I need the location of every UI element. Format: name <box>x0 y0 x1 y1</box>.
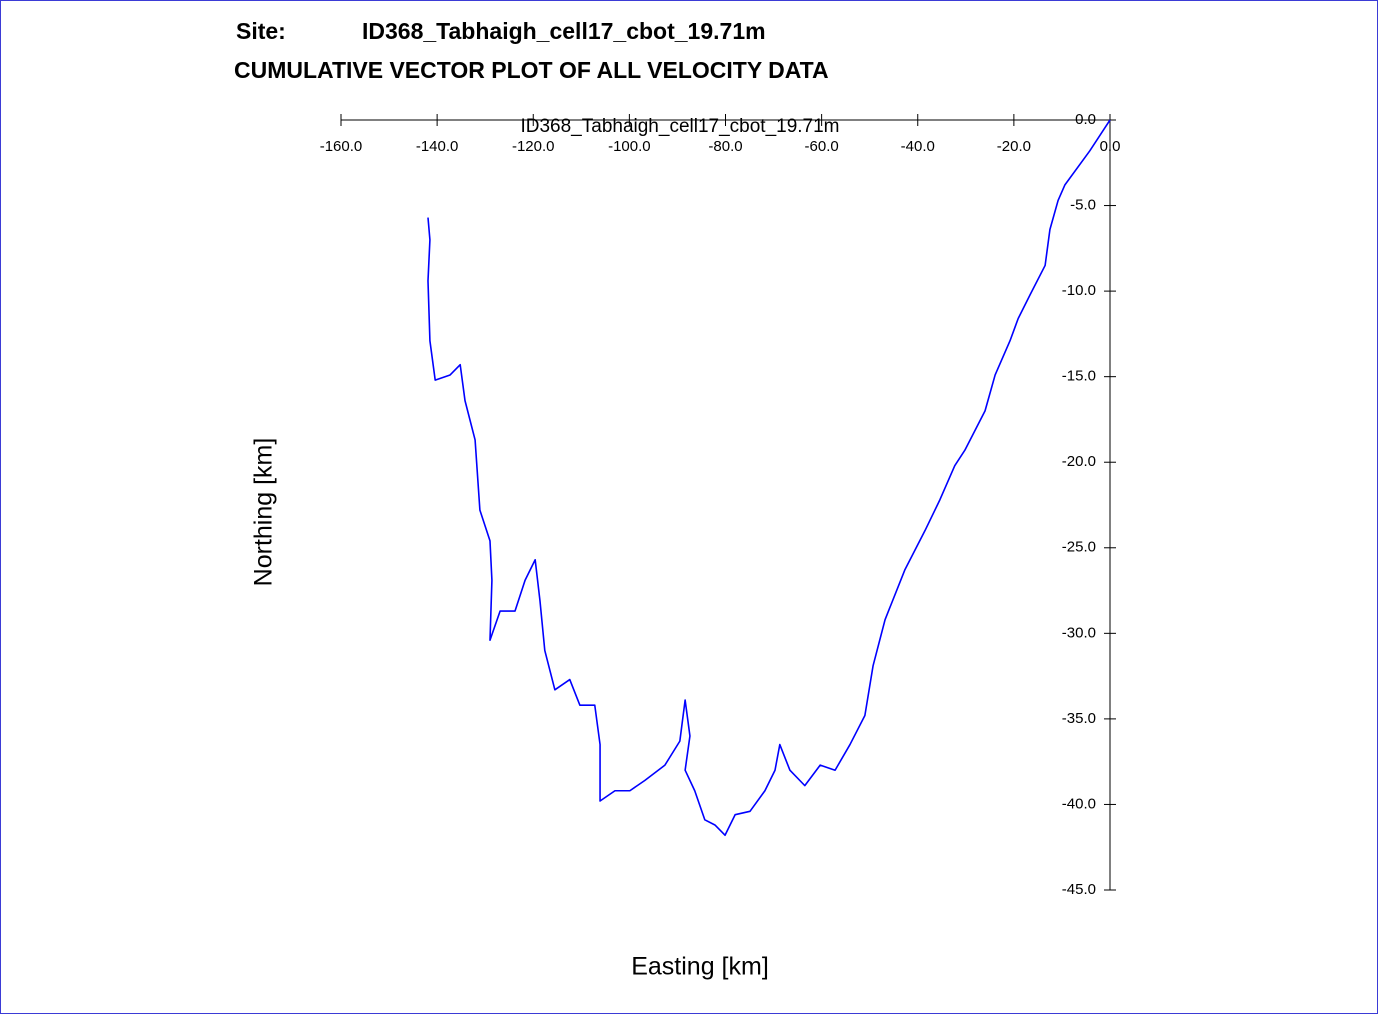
site-name: ID368_Tabhaigh_cell17_cbot_19.71m <box>362 18 766 44</box>
x-tick-label: -120.0 <box>512 138 555 155</box>
track-line <box>427 119 1111 837</box>
x-tick-label: -80.0 <box>708 138 742 155</box>
y-tick-label: -25.0 <box>1062 539 1096 556</box>
y-axis-label: Northing [km] <box>250 438 278 587</box>
y-tick-label: -5.0 <box>1070 197 1096 214</box>
y-tick-label: -15.0 <box>1062 368 1096 385</box>
x-tick-label: -40.0 <box>901 138 935 155</box>
y-tick-label: -30.0 <box>1062 624 1096 641</box>
site-label: Site: <box>236 18 286 44</box>
y-tick-label: -40.0 <box>1062 795 1096 812</box>
x-tick-label: -100.0 <box>608 138 651 155</box>
chart-title: CUMULATIVE VECTOR PLOT OF ALL VELOCITY D… <box>234 57 829 83</box>
y-tick-label: -10.0 <box>1062 282 1096 299</box>
y-tick-label: -20.0 <box>1062 453 1096 470</box>
x-tick-label: -140.0 <box>416 138 459 155</box>
x-axis-label: Easting [km] <box>631 953 769 981</box>
x-tick-label: -20.0 <box>997 138 1031 155</box>
y-tick-label: -45.0 <box>1062 881 1096 898</box>
y-tick-label: 0.0 <box>1075 111 1096 128</box>
x-tick-label: 0.0 <box>1100 138 1121 155</box>
x-tick-label: -160.0 <box>320 138 363 155</box>
y-tick-label: -35.0 <box>1062 710 1096 727</box>
plot-title: ID368_Tabhaigh_cell17_cbot_19.71m <box>520 116 839 137</box>
x-tick-label: -60.0 <box>805 138 839 155</box>
